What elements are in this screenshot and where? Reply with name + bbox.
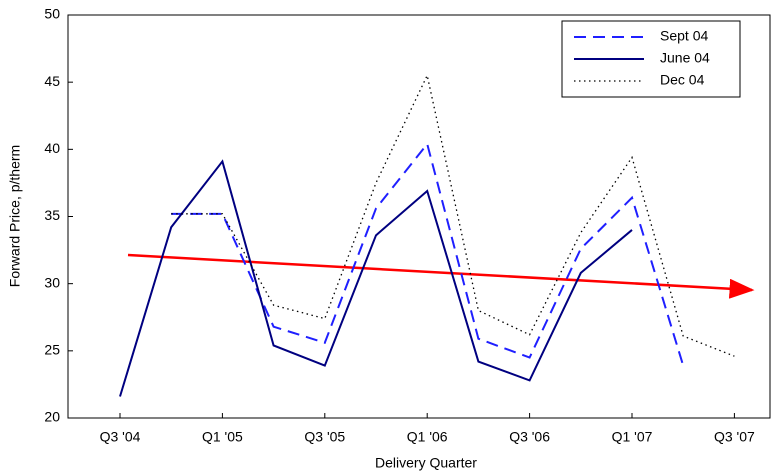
series-line <box>171 73 735 357</box>
y-tick-label: 45 <box>44 73 60 89</box>
x-axis-label: Delivery Quarter <box>375 455 477 471</box>
x-tick-label: Q1 '05 <box>202 429 243 445</box>
y-tick-label: 20 <box>44 409 60 425</box>
series-line <box>171 141 685 366</box>
series-line <box>119 159 633 397</box>
legend-box <box>561 20 741 98</box>
y-tick-label: 40 <box>44 140 60 156</box>
trend-arrow <box>127 253 755 299</box>
y-tick-label: 50 <box>44 6 60 22</box>
y-tick-label: 30 <box>44 274 60 290</box>
x-tick-label: Q3 '04 <box>100 429 141 445</box>
x-tick-label: Q1 '06 <box>407 429 448 445</box>
y-tick-label: 25 <box>44 342 60 358</box>
x-tick-label: Q1 '07 <box>612 429 653 445</box>
legend-label: Sept 04 <box>660 28 708 44</box>
legend-label: Dec 04 <box>660 72 705 88</box>
x-tick-label: Q3 '05 <box>304 429 345 445</box>
y-axis-label: Forward Price, p/therm <box>7 145 23 287</box>
legend-label: June 04 <box>660 50 710 66</box>
y-tick-label: 35 <box>44 207 60 223</box>
x-tick-label: Q3 '06 <box>509 429 550 445</box>
x-tick-label: Q3 '07 <box>714 429 755 445</box>
